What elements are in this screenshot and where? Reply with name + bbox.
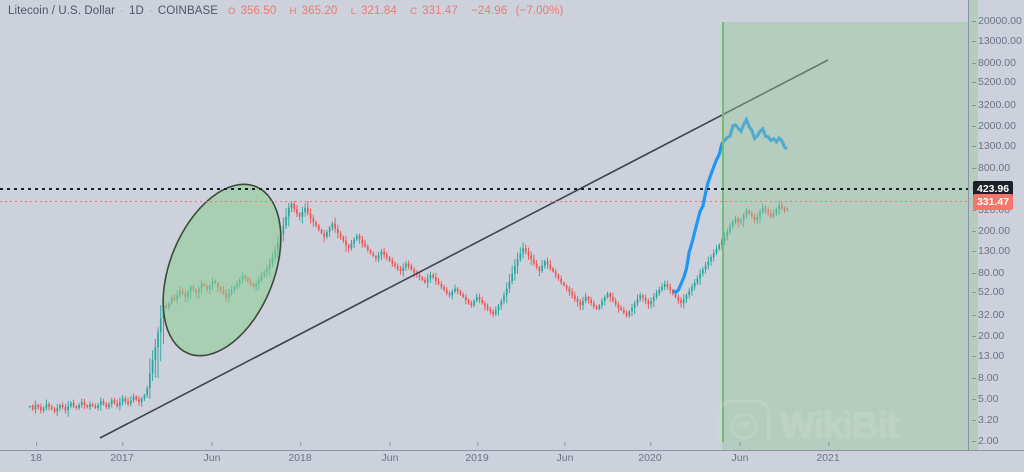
blue-overlay-series	[672, 116, 789, 295]
time-tick-jun: Jun	[557, 442, 573, 464]
uptrend-line	[99, 59, 829, 439]
price-tick-2-00: 2.00	[972, 435, 998, 447]
price-tick-32-00: 32.00	[972, 309, 1004, 321]
price-tick-1300-00: 1300.00	[972, 140, 1016, 152]
change-value: −24.96	[471, 5, 508, 17]
time-tick-2017: 2017	[110, 442, 134, 464]
close-key: C	[410, 6, 418, 17]
future-projection-zone	[722, 22, 968, 442]
wikibit-watermark: WikiBit	[718, 400, 900, 443]
time-tick-2019: 2019	[465, 442, 489, 464]
last-price-badge[interactable]: 423.96	[973, 181, 1014, 197]
price-tick-52-00: 52.00	[972, 286, 1004, 298]
exchange-label[interactable]: COINBASE	[157, 5, 219, 17]
price-tick-5-00: 5.00	[972, 393, 998, 405]
time-axis-future-tint	[722, 442, 968, 450]
price-tick-800-00: 800.00	[972, 162, 1010, 174]
low-value: 321.84	[361, 5, 397, 17]
ohlc-values: O 356.50 H 365.20 L 321.84 C 331.47 −24.96 (…	[228, 5, 568, 17]
price-series-canvas	[29, 59, 829, 439]
price-tick-8000-00: 8000.00	[972, 57, 1016, 69]
price-tick-3-20: 3.20	[972, 414, 998, 426]
price-axis-divider	[968, 0, 969, 450]
last-price-line	[0, 188, 968, 190]
time-tick-jun: Jun	[204, 442, 220, 464]
symbol-name[interactable]: Litecoin / U.S. Dollar	[8, 5, 116, 17]
legend-separator-1: ·	[120, 5, 124, 17]
price-tick-20-00: 20.00	[972, 330, 1004, 342]
price-tick-13000-00: 13000.00	[972, 35, 1022, 47]
price-axis-future-tint	[968, 0, 978, 450]
time-axis-divider	[0, 450, 1024, 451]
blue-overlay-line	[672, 116, 789, 295]
price-tick-8-00: 8.00	[972, 372, 998, 384]
time-tick-18: 18	[30, 442, 42, 464]
price-tick-5200-00: 5200.00	[972, 76, 1016, 88]
low-key: L	[350, 6, 357, 17]
close-price-badge[interactable]: 331.47	[973, 194, 1014, 210]
open-value: 356.50	[240, 5, 277, 17]
time-tick-2020: 2020	[638, 442, 662, 464]
candlestick-series	[29, 200, 789, 417]
price-tick-20000-00: 20000.00	[972, 15, 1022, 27]
time-axis[interactable]: 18 2017 Jun 2018 Jun 2019 Jun 2020 Jun 2021	[0, 442, 1024, 472]
close-value: 331.47	[422, 5, 458, 17]
wikibit-logo-icon	[718, 400, 770, 442]
price-tick-200-00: 200.00	[972, 225, 1010, 237]
price-tick-130-00: 130.00	[972, 245, 1010, 257]
price-tick-3200-00: 3200.00	[972, 99, 1016, 111]
time-tick-jun: Jun	[382, 442, 398, 464]
time-tick-2018: 2018	[288, 442, 312, 464]
legend-separator-2: ·	[148, 5, 153, 17]
future-zone-divider	[722, 22, 724, 442]
time-tick-2021: 2021	[816, 442, 840, 464]
wikibit-watermark-text: WikiBit	[779, 405, 899, 443]
price-tick-2000-00: 2000.00	[972, 120, 1016, 132]
price-tick-13-00: 13.00	[972, 350, 1004, 362]
chart-plot-area[interactable]: WikiBit	[0, 22, 968, 442]
high-key: H	[289, 6, 297, 17]
price-axis[interactable]: 2.00 3.20 5.00 8.00 13.00 20.00 32.00 52.00 80.0…	[968, 0, 1024, 450]
change-percent: (−7.00%)	[515, 5, 564, 17]
high-value: 365.20	[301, 5, 338, 17]
time-tick-jun: Jun	[732, 442, 748, 464]
close-price-line	[0, 201, 968, 202]
chart-legend-header: Litecoin / U.S. Dollar · 1D · COINBASE O…	[0, 0, 1024, 22]
price-tick-80-00: 80.00	[972, 267, 1004, 279]
ellipse-highlight	[162, 183, 282, 357]
open-key: O	[228, 6, 236, 17]
interval-label[interactable]: 1D	[128, 5, 144, 17]
